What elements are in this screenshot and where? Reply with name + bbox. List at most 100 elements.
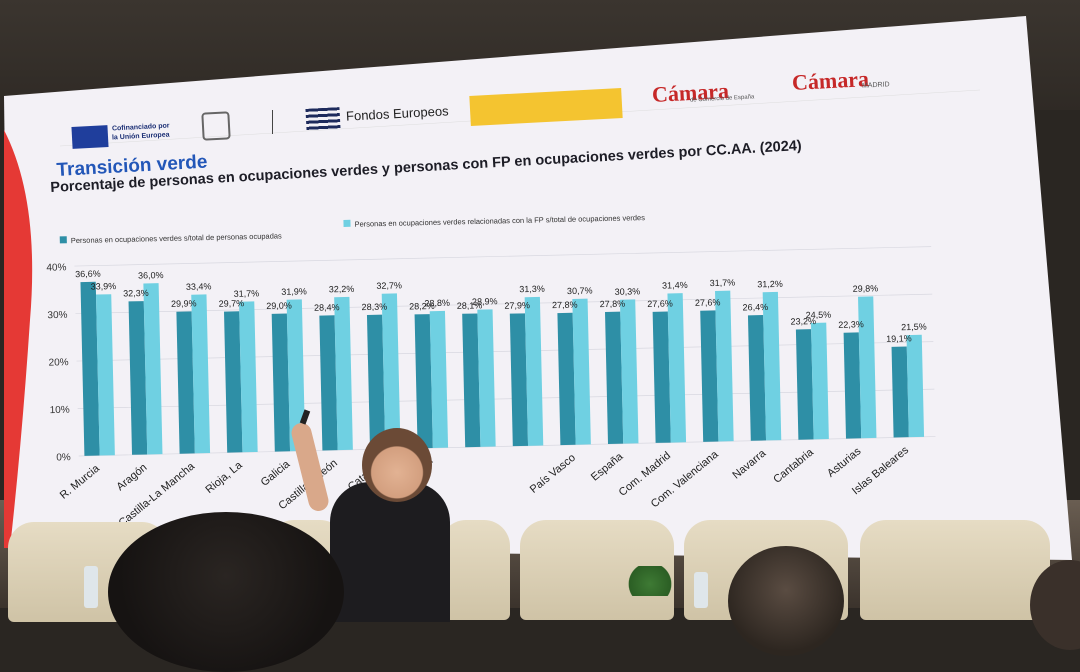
category-label: Galicia <box>259 458 293 489</box>
value-label-series1: 29,0% <box>266 300 292 311</box>
value-label-series2: 24,5% <box>806 310 832 321</box>
value-label-series2: 33,9% <box>91 281 117 292</box>
gridline <box>76 341 934 362</box>
value-label-series2: 36,0% <box>138 270 164 281</box>
value-label-series1: 27,6% <box>695 297 721 308</box>
bar-series2 <box>762 291 782 441</box>
category-label: R. Murcia <box>58 462 103 502</box>
value-label-series1: 28,3% <box>362 302 388 313</box>
category-label: Asturias <box>825 445 864 480</box>
gridline <box>74 246 932 267</box>
value-label-series2: 31,7% <box>710 278 736 289</box>
y-tick-label: 40% <box>46 262 66 273</box>
value-label-series2: 32,2% <box>329 284 355 295</box>
bar-series2 <box>239 301 258 453</box>
value-label-series2: 31,3% <box>519 284 545 295</box>
bar-series1 <box>128 301 148 455</box>
legend-label-series2: Personas en ocupaciones verdes relaciona… <box>354 213 645 229</box>
legend-label-series1: Personas en ocupaciones verdes s/total d… <box>71 231 282 245</box>
plant <box>620 566 680 596</box>
divider <box>272 110 273 134</box>
bar-series1 <box>80 281 100 456</box>
bar-series2 <box>334 296 353 451</box>
value-label-series2: 31,2% <box>757 279 783 290</box>
value-label-series1: 26,4% <box>743 302 769 313</box>
bar-series2 <box>906 334 925 438</box>
bar-series2 <box>95 294 115 456</box>
bar-series1 <box>414 314 433 449</box>
value-label-series2: 33,4% <box>186 281 212 292</box>
bar-series2 <box>429 310 449 448</box>
bar-series1 <box>319 315 338 451</box>
gridline <box>78 436 936 457</box>
bar-series1 <box>176 311 195 454</box>
bar-series2 <box>191 294 211 454</box>
bar-series1 <box>843 332 862 439</box>
bar-series2 <box>572 298 591 445</box>
legend-swatch-series1 <box>59 236 67 244</box>
category-label: Rioja, La <box>203 459 245 496</box>
presenter-body <box>330 482 450 622</box>
bar-series2 <box>286 299 306 452</box>
bar-series2 <box>619 299 639 444</box>
value-label-series2: 30,3% <box>615 286 641 297</box>
bar-series2 <box>715 290 734 442</box>
category-label: País Vasco <box>528 452 578 496</box>
value-label-series1: 22,3% <box>838 319 864 330</box>
value-label-series1: 27,8% <box>552 300 578 311</box>
bar-series2 <box>143 283 163 455</box>
value-label-series2: 29,8% <box>853 283 879 294</box>
bar-series1 <box>891 346 909 438</box>
bar-series2 <box>810 322 829 440</box>
bar-series1 <box>509 313 529 447</box>
bar-series1 <box>271 313 291 452</box>
bar-series1 <box>224 311 243 453</box>
value-label-series2: 21,5% <box>901 322 927 333</box>
value-label-series1: 19,1% <box>886 333 912 344</box>
bar-series1 <box>605 311 624 445</box>
value-label-series2: 28,9% <box>472 296 498 307</box>
bar-chart: Personas en ocupaciones verdes s/total d… <box>46 213 936 502</box>
presenter-head <box>362 428 432 502</box>
audience-head <box>728 546 844 656</box>
water-bottle <box>84 566 98 608</box>
chair <box>440 520 510 620</box>
value-label-series1: 28,2% <box>409 301 435 312</box>
value-label-series2: 30,7% <box>567 285 593 296</box>
gridline <box>75 293 933 314</box>
bar-series2 <box>858 296 877 439</box>
bar-series1 <box>557 312 576 446</box>
bar-series1 <box>747 315 767 441</box>
y-tick-label: 0% <box>56 452 71 463</box>
value-label-series2: 31,4% <box>662 280 688 291</box>
legend-swatch-series2 <box>343 219 351 227</box>
value-label-series2: 31,9% <box>281 286 307 297</box>
value-label-series1: 27,6% <box>647 298 673 309</box>
category-label: Navarra <box>730 447 769 482</box>
value-label-series1: 27,8% <box>600 299 626 310</box>
y-tick-label: 30% <box>47 310 67 321</box>
value-label-series2: 28,8% <box>424 298 450 309</box>
audience-head <box>108 512 344 672</box>
red-accent-shape <box>4 130 33 548</box>
bar-series1 <box>462 313 481 448</box>
bar-series2 <box>477 309 496 447</box>
gridline <box>77 388 935 409</box>
value-label-series1: 23,2% <box>790 316 816 327</box>
bar-series2 <box>524 296 544 446</box>
bar-series2 <box>381 293 401 450</box>
category-label: Cantabria <box>771 446 816 486</box>
y-tick-label: 20% <box>48 357 68 368</box>
value-label-series1: 27,9% <box>504 300 530 311</box>
bar-series1 <box>700 310 719 442</box>
y-tick-label: 10% <box>50 405 70 416</box>
value-label-series2: 31,7% <box>234 288 260 299</box>
category-label: Aragón <box>114 461 149 493</box>
bar-series1 <box>652 311 671 443</box>
value-label-series1: 36,6% <box>75 269 101 280</box>
value-label-series1: 29,7% <box>219 298 245 309</box>
bar-series1 <box>366 314 386 450</box>
chair <box>860 520 1050 620</box>
category-label: España <box>589 450 626 483</box>
value-label-series1: 28,1% <box>457 300 483 311</box>
